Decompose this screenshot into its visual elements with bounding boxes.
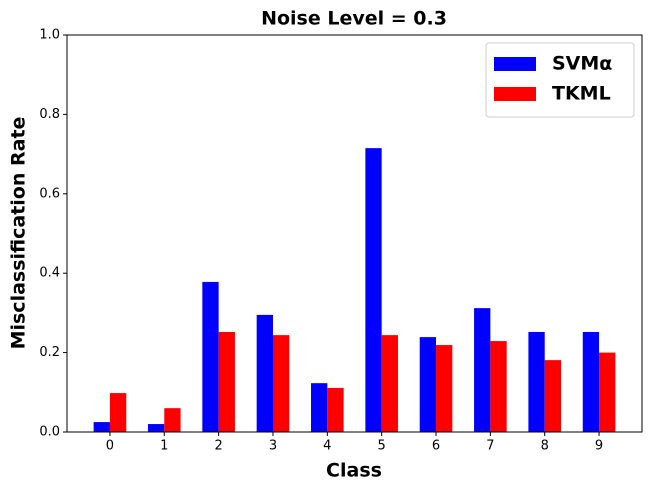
x-tick-label: 1: [160, 439, 168, 454]
x-tick-label: 7: [486, 439, 494, 454]
y-tick-label: 1.0: [39, 28, 60, 43]
bar: [419, 337, 437, 432]
plot-frame: [66, 34, 643, 433]
legend-label: SVMα: [552, 53, 612, 75]
bar: [109, 393, 127, 432]
x-tick-label: 5: [378, 439, 386, 454]
bar: [599, 352, 616, 432]
bar: [311, 383, 328, 432]
bar: [582, 331, 600, 432]
bar: [436, 345, 453, 432]
bar: [544, 360, 562, 432]
bar: [202, 281, 219, 432]
bar: [381, 335, 398, 432]
bar: [490, 341, 507, 432]
x-tick-label: 9: [595, 439, 603, 454]
y-tick-label: 0.8: [39, 107, 60, 122]
legend-label: TKML: [552, 83, 611, 105]
bar: [272, 335, 290, 432]
x-tick-label: 4: [323, 439, 331, 454]
y-tick-label: 0.4: [39, 266, 60, 281]
y-axis-label: Misclassification Rate: [8, 117, 30, 350]
bar: [365, 148, 382, 432]
x-tick-label: 0: [106, 439, 114, 454]
legend-swatch: [494, 87, 536, 101]
legend-swatch: [494, 57, 536, 71]
x-tick-label: 6: [432, 439, 440, 454]
bar: [256, 314, 273, 432]
chart-title: Noise Level = 0.3: [261, 8, 447, 30]
bar: [164, 408, 181, 432]
bar: [474, 308, 491, 432]
bar: [218, 331, 235, 432]
bar: [327, 387, 344, 432]
y-tick-label: 0.0: [39, 425, 60, 440]
x-tick-label: 3: [269, 439, 277, 454]
x-tick-label: 2: [214, 439, 222, 454]
bar: [147, 424, 165, 432]
x-tick-label: 8: [541, 439, 549, 454]
y-tick-label: 0.2: [39, 345, 60, 360]
bar: [528, 331, 545, 432]
y-tick-label: 0.6: [39, 186, 60, 201]
x-axis-label: Class: [326, 460, 382, 482]
bar: [93, 422, 110, 432]
